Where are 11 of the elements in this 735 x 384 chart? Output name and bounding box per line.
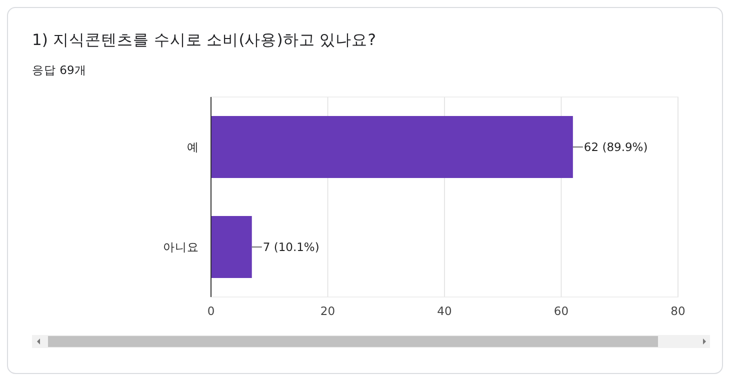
y-tick-label: 예 xyxy=(187,140,199,154)
x-tick-label: 40 xyxy=(437,304,452,318)
x-tick-label: 20 xyxy=(320,304,336,318)
chart-title: 1) 지식콘텐츠를 수시로 소비(사용)하고 있나요? xyxy=(32,31,376,49)
data-label: 7 (10.1%) xyxy=(262,240,320,254)
y-tick-label: 아니요 xyxy=(163,240,199,254)
x-tick-label: 0 xyxy=(207,304,215,318)
data-label: 62 (89.9%) xyxy=(584,140,648,154)
x-tick-label: 60 xyxy=(554,304,569,318)
text: 응답 69개 xyxy=(32,63,86,77)
x-tick-label: 80 xyxy=(670,304,686,318)
